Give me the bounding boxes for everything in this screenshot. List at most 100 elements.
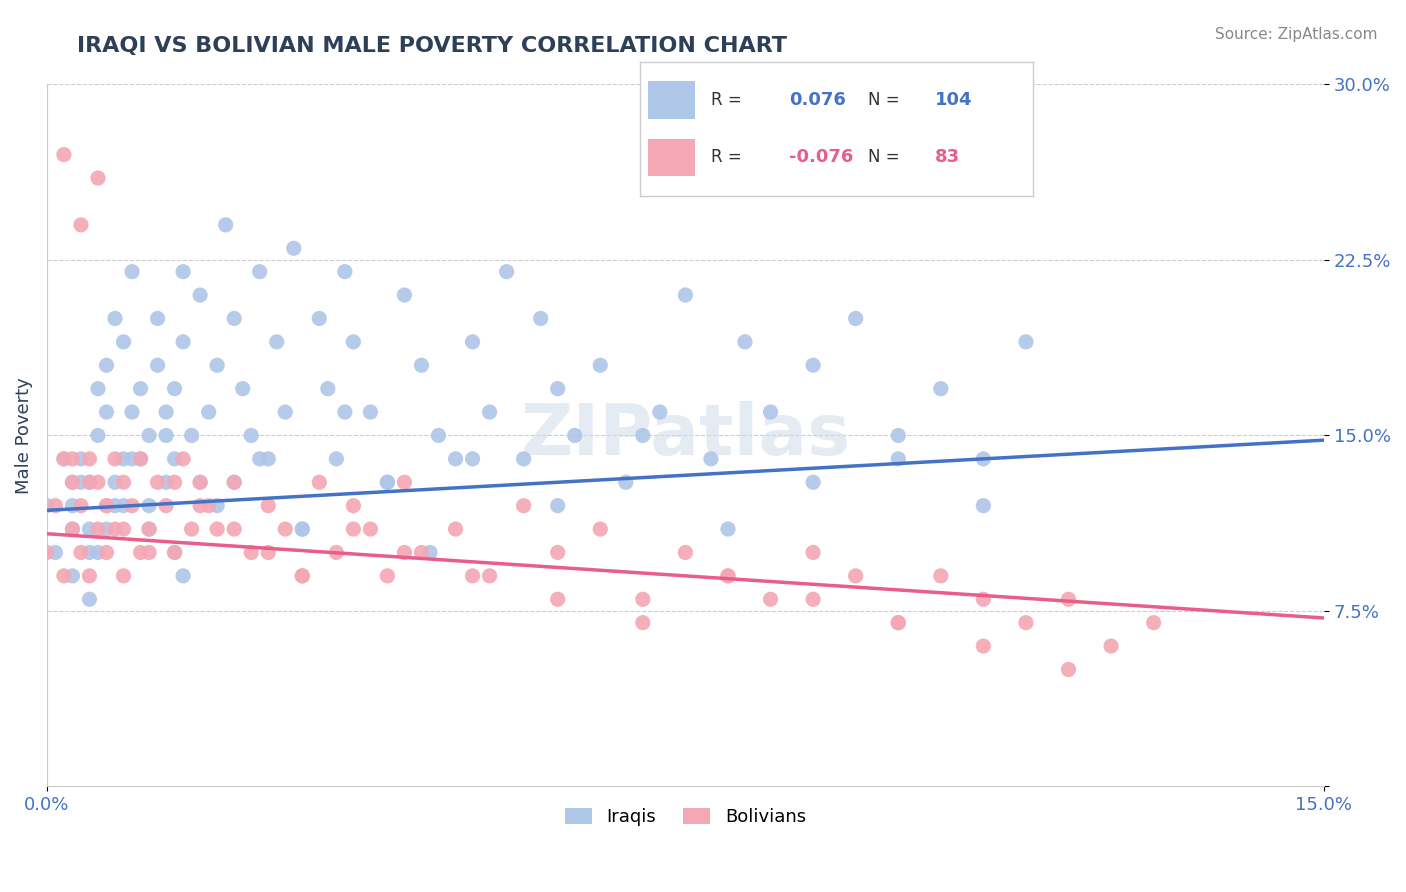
Point xyxy=(1015,615,1038,630)
Point xyxy=(87,545,110,559)
Point xyxy=(673,288,696,302)
Point xyxy=(87,382,110,396)
Point xyxy=(70,451,93,466)
Text: -0.076: -0.076 xyxy=(789,148,853,167)
Point xyxy=(257,499,280,513)
Point xyxy=(197,499,219,513)
Point xyxy=(308,311,330,326)
Point xyxy=(163,545,186,559)
Point xyxy=(717,569,740,583)
Point xyxy=(1057,592,1080,607)
Point xyxy=(87,475,110,490)
Point xyxy=(52,451,75,466)
Y-axis label: Male Poverty: Male Poverty xyxy=(15,377,32,494)
Point xyxy=(188,475,211,490)
Point xyxy=(87,171,110,186)
Point xyxy=(342,334,364,349)
Point xyxy=(333,405,356,419)
FancyBboxPatch shape xyxy=(648,139,695,177)
Point xyxy=(205,522,228,536)
Point xyxy=(249,451,271,466)
Point xyxy=(87,428,110,442)
Point xyxy=(138,499,160,513)
Point xyxy=(631,592,654,607)
Point xyxy=(700,451,723,466)
Point xyxy=(96,405,118,419)
Point xyxy=(631,428,654,442)
Point xyxy=(1143,615,1166,630)
Point xyxy=(333,265,356,279)
Point xyxy=(155,499,177,513)
Point xyxy=(52,451,75,466)
Point xyxy=(163,545,186,559)
Point xyxy=(887,615,910,630)
Point xyxy=(845,311,868,326)
Point xyxy=(478,405,501,419)
Point xyxy=(249,265,271,279)
Point xyxy=(717,522,740,536)
Point xyxy=(52,147,75,161)
Point xyxy=(70,545,93,559)
Point xyxy=(444,522,467,536)
Point xyxy=(138,522,160,536)
Point xyxy=(205,358,228,372)
Point xyxy=(377,475,399,490)
Point xyxy=(188,475,211,490)
Point xyxy=(96,499,118,513)
Point xyxy=(79,475,101,490)
Point xyxy=(325,451,347,466)
Point xyxy=(887,615,910,630)
Point xyxy=(419,545,441,559)
Point xyxy=(614,475,637,490)
Point xyxy=(240,428,263,442)
Point xyxy=(180,428,202,442)
Point xyxy=(377,475,399,490)
Point xyxy=(427,428,450,442)
Point xyxy=(929,569,952,583)
Point xyxy=(308,475,330,490)
Point xyxy=(461,334,484,349)
Point xyxy=(112,522,135,536)
Point xyxy=(163,451,186,466)
Point xyxy=(377,569,399,583)
Text: Source: ZipAtlas.com: Source: ZipAtlas.com xyxy=(1215,27,1378,42)
Point xyxy=(129,382,152,396)
Point xyxy=(172,451,194,466)
Point xyxy=(478,569,501,583)
Point xyxy=(52,569,75,583)
Point xyxy=(801,358,824,372)
Point xyxy=(112,499,135,513)
Point xyxy=(180,522,202,536)
Point xyxy=(257,545,280,559)
Point xyxy=(232,382,254,396)
Point xyxy=(266,334,288,349)
Point xyxy=(62,475,84,490)
Point xyxy=(801,545,824,559)
Point xyxy=(129,451,152,466)
Point xyxy=(104,451,127,466)
Point xyxy=(121,405,143,419)
Point xyxy=(70,218,93,232)
Point xyxy=(121,499,143,513)
Point xyxy=(631,615,654,630)
Point xyxy=(121,451,143,466)
Point xyxy=(240,545,263,559)
Point xyxy=(1015,334,1038,349)
Point xyxy=(121,265,143,279)
Point xyxy=(146,311,169,326)
Point xyxy=(394,288,416,302)
Point xyxy=(188,288,211,302)
Point xyxy=(342,499,364,513)
Point xyxy=(104,475,127,490)
Point xyxy=(197,405,219,419)
Point xyxy=(138,428,160,442)
Point xyxy=(224,311,246,326)
Point xyxy=(444,451,467,466)
Point xyxy=(547,592,569,607)
Text: ZIPatlas: ZIPatlas xyxy=(520,401,851,470)
Point xyxy=(589,522,612,536)
Point xyxy=(495,265,517,279)
Point xyxy=(96,545,118,559)
Point xyxy=(62,475,84,490)
Point xyxy=(461,569,484,583)
